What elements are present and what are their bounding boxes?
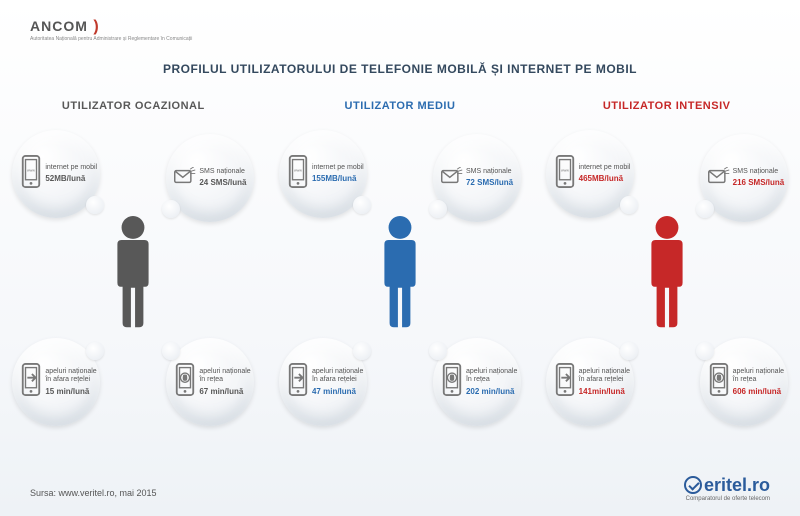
bubble-calls-offnet: apeluri naționale în afara rețelei15 min… <box>12 338 100 426</box>
veritel-text: eritel.ro <box>704 475 770 495</box>
person-icon <box>374 215 426 325</box>
bubble-text: apeluri naționale în afara rețelei15 min… <box>45 368 100 396</box>
svg-text:www: www <box>294 169 302 173</box>
bubble-value: 24 SMS/lună <box>199 178 246 188</box>
bubble-value: 465MB/lună <box>579 174 631 184</box>
bubble-value: 52MB/lună <box>45 174 97 184</box>
bubble-text: apeluri naționale în rețea606 min/lună <box>733 368 788 396</box>
bubble-text: apeluri naționale în afara rețelei47 min… <box>312 368 367 396</box>
profiles-row: UTILIZATOR OCAZIONAL www internet pe mob… <box>0 100 800 450</box>
bubble-sms: SMS naționale24 SMS/lună <box>166 134 254 222</box>
person-icon <box>107 215 159 325</box>
bubble-value: 155MB/lună <box>312 174 364 184</box>
bubble-text: apeluri naționale în rețea202 min/lună <box>466 368 521 396</box>
bubble-text: SMS naționale72 SMS/lună <box>466 168 513 188</box>
profile-occasional: UTILIZATOR OCAZIONAL www internet pe mob… <box>8 100 258 450</box>
bubble-calls-onnet: apeluri naționale în rețea67 min/lună <box>166 338 254 426</box>
logo-subtitle: Autoritatea Națională pentru Administrar… <box>30 36 192 42</box>
bubble-text: internet pe mobil155MB/lună <box>312 164 364 184</box>
bubble-value: 15 min/lună <box>45 387 100 397</box>
profile-intensive: UTILIZATOR INTENSIV www internet pe mobi… <box>542 100 792 450</box>
bubble-sms: SMS naționale72 SMS/lună <box>433 134 521 222</box>
bubble-value: 202 min/lună <box>466 387 521 397</box>
profile-title: UTILIZATOR MEDIU <box>275 100 525 112</box>
bubble-value: 67 min/lună <box>199 387 254 397</box>
bubble-calls-onnet: apeluri naționale în rețea202 min/lună <box>433 338 521 426</box>
bubble-sms: SMS naționale216 SMS/lună <box>700 134 788 222</box>
logo-swoosh: ) <box>88 18 100 35</box>
envelope-icon <box>708 167 730 190</box>
ancom-logo: ANCOM ) Autoritatea Națională pentru Adm… <box>30 18 192 42</box>
veritel-subtitle: Comparatorul de oferte telecom <box>684 496 770 502</box>
person-icon <box>641 215 693 325</box>
phone-www-icon: www <box>554 155 576 193</box>
bubble-calls-onnet: apeluri naționale în rețea606 min/lună <box>700 338 788 426</box>
check-icon <box>684 476 702 494</box>
bubble-text: apeluri naționale în afara rețelei141min… <box>579 368 634 396</box>
phone-arrow-icon <box>287 363 309 401</box>
source-text: Sursa: www.veritel.ro, mai 2015 <box>30 488 157 498</box>
bubble-text: SMS naționale216 SMS/lună <box>733 168 785 188</box>
bubble-text: internet pe mobil465MB/lună <box>579 164 631 184</box>
phone-handset-icon <box>174 363 196 401</box>
profile-medium: UTILIZATOR MEDIU www internet pe mobil15… <box>275 100 525 450</box>
main-title: PROFILUL UTILIZATORULUI DE TELEFONIE MOB… <box>0 62 800 76</box>
svg-text:www: www <box>561 169 569 173</box>
phone-handset-icon <box>441 363 463 401</box>
veritel-logo: eritel.ro Comparatorul de oferte telecom <box>684 475 770 502</box>
bubble-text: SMS naționale24 SMS/lună <box>199 168 246 188</box>
bubble-value: 216 SMS/lună <box>733 178 785 188</box>
bubble-value: 606 min/lună <box>733 387 788 397</box>
bubble-internet: www internet pe mobil52MB/lună <box>12 130 100 218</box>
phone-handset-icon <box>708 363 730 401</box>
phone-www-icon: www <box>20 155 42 193</box>
bubble-calls-offnet: apeluri naționale în afara rețelei47 min… <box>279 338 367 426</box>
svg-text:www: www <box>27 169 35 173</box>
envelope-icon <box>441 167 463 190</box>
phone-arrow-icon <box>554 363 576 401</box>
bubble-value: 47 min/lună <box>312 387 367 397</box>
profile-title: UTILIZATOR INTENSIV <box>542 100 792 112</box>
logo-text: ANCOM <box>30 18 88 34</box>
bubble-value: 72 SMS/lună <box>466 178 513 188</box>
bubble-calls-offnet: apeluri naționale în afara rețelei141min… <box>546 338 634 426</box>
phone-www-icon: www <box>287 155 309 193</box>
profile-title: UTILIZATOR OCAZIONAL <box>8 100 258 112</box>
bubble-internet: www internet pe mobil465MB/lună <box>546 130 634 218</box>
bubble-text: internet pe mobil52MB/lună <box>45 164 97 184</box>
bubble-text: apeluri naționale în rețea67 min/lună <box>199 368 254 396</box>
bubble-value: 141min/lună <box>579 387 634 397</box>
envelope-icon <box>174 167 196 190</box>
bubble-internet: www internet pe mobil155MB/lună <box>279 130 367 218</box>
phone-arrow-icon <box>20 363 42 401</box>
